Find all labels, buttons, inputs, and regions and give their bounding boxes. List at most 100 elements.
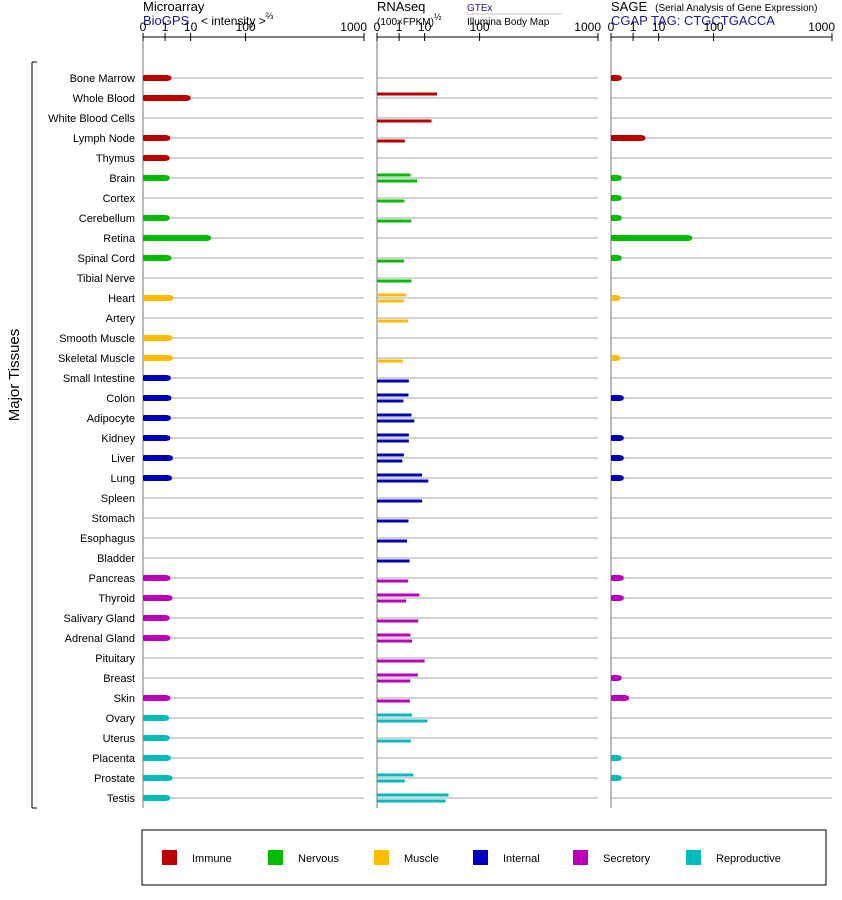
bar-rnaseq-salivary-gland (377, 619, 419, 623)
bar-cap-microarray-whole-blood (185, 95, 191, 101)
legend-item-secretory: Secretory (573, 850, 651, 865)
tissue-label-uterus[interactable]: Uterus (103, 733, 136, 745)
bar-cap-microarray-adrenal-gland (165, 635, 171, 641)
tissue-label-skin[interactable]: Skin (114, 693, 135, 705)
tissue-label-skeletal-muscle[interactable]: Skeletal Muscle (58, 353, 135, 365)
tissue-label-testis[interactable]: Testis (107, 793, 136, 805)
tissue-label-colon[interactable]: Colon (106, 393, 135, 405)
bar-cap-sage-retina (687, 235, 693, 241)
legend-label: Immune (192, 853, 232, 865)
tissue-label-small-intestine[interactable]: Small Intestine (63, 373, 135, 385)
gtex-label[interactable]: GTEx (467, 3, 493, 14)
bar-rnaseq-heart (377, 299, 404, 303)
rnaseq-tick-label: 1 (396, 20, 403, 34)
tissue-label-stomach[interactable]: Stomach (92, 513, 135, 525)
tissue-label-bone-marrow[interactable]: Bone Marrow (70, 73, 135, 85)
tissue-label-breast[interactable]: Breast (103, 673, 135, 685)
bar-sage-retina (611, 235, 690, 241)
bar-microarray-thyroid (143, 595, 170, 601)
bar-sage-lymph-node (611, 135, 643, 141)
bar-microarray-pancreas (143, 575, 168, 581)
bar-rnaseq-pancreas (377, 579, 409, 583)
bar-microarray-skin (143, 695, 168, 701)
tissue-label-brain[interactable]: Brain (109, 173, 135, 185)
tissue-label-pituitary[interactable]: Pituitary (95, 653, 135, 665)
bar-cap-microarray-thymus (164, 155, 170, 161)
tissue-label-thymus[interactable]: Thymus (96, 153, 136, 165)
tissue-label-placenta[interactable]: Placenta (92, 753, 136, 765)
bar-cap-microarray-heart (168, 295, 174, 301)
tissue-label-cerebellum[interactable]: Cerebellum (79, 213, 135, 225)
bar-cap-microarray-small-intestine (165, 375, 171, 381)
bar-cap-microarray-thyroid (167, 595, 173, 601)
bar-rnaseq-adipocyte (377, 419, 415, 423)
tissue-label-whole-blood[interactable]: Whole Blood (73, 93, 135, 105)
bar-cap-sage-breast (616, 675, 622, 681)
microarray-tick-label: 0 (140, 20, 147, 34)
tissue-label-spinal-cord[interactable]: Spinal Cord (78, 253, 135, 265)
rnaseq-tick-label: 1000 (574, 20, 601, 34)
tissue-label-lymph-node[interactable]: Lymph Node (73, 133, 135, 145)
tissue-label-lung[interactable]: Lung (111, 473, 135, 485)
bar-microarray-uterus (143, 735, 168, 741)
bar-rnaseq-lung (377, 479, 429, 483)
bar-rnaseq-liver (377, 453, 404, 457)
microarray-panel: 0 1 10 100 1000 (140, 20, 367, 808)
bar-sage-pancreas (611, 575, 622, 581)
bar-sage-lung (611, 475, 622, 481)
tissue-label-esophagus[interactable]: Esophagus (80, 533, 136, 545)
tissue-label-heart[interactable]: Heart (108, 293, 135, 305)
bar-cap-microarray-liver (167, 455, 173, 461)
bar-rnaseq-skeletal-muscle (377, 359, 403, 363)
tissue-label-tibial-nerve[interactable]: Tibial Nerve (77, 273, 135, 285)
bar-cap-sage-pancreas (618, 575, 624, 581)
tissue-label-adrenal-gland[interactable]: Adrenal Gland (65, 633, 135, 645)
tissue-label-ovary[interactable]: Ovary (106, 713, 136, 725)
legend-swatch (573, 850, 588, 865)
bar-rnaseq-small-intestine (377, 379, 409, 383)
tissue-label-bladder[interactable]: Bladder (97, 553, 135, 565)
bar-rnaseq-bladder (377, 559, 410, 563)
bar-microarray-salivary-gland (143, 615, 168, 621)
sage-subtitle: CGAP TAG: CTGCTGACCA (611, 13, 775, 28)
sage-title: SAGE (Serial Analysis of Gene Expression) (611, 0, 817, 14)
tissue-label-salivary-gland[interactable]: Salivary Gland (63, 613, 135, 625)
bar-cap-microarray-prostate (167, 775, 173, 781)
bar-rnaseq-ovary (377, 713, 413, 717)
tissue-label-retina[interactable]: Retina (103, 233, 136, 245)
major-tissues-label: Major Tissues (6, 329, 23, 422)
legend-item-reproductive: Reproductive (686, 850, 781, 865)
bar-microarray-lung (143, 475, 170, 481)
tissue-label-artery[interactable]: Artery (106, 313, 136, 325)
bar-cap-sage-skeletal-muscle (615, 355, 621, 361)
tissue-label-pancreas[interactable]: Pancreas (89, 573, 136, 585)
tissue-label-white-blood-cells[interactable]: White Blood Cells (48, 113, 135, 125)
bar-cap-sage-cortex (616, 195, 622, 201)
bar-rnaseq-adipocyte (377, 413, 412, 417)
bar-cap-sage-lymph-node (640, 135, 646, 141)
bar-rnaseq-thyroid (377, 599, 407, 603)
bar-cap-sage-kidney (618, 435, 624, 441)
bar-microarray-whole-blood (143, 95, 189, 101)
tissue-label-prostate[interactable]: Prostate (94, 773, 135, 785)
bar-cap-microarray-lung (166, 475, 172, 481)
sage-tick-label: 0 (608, 20, 615, 34)
bar-cap-sage-brain (616, 175, 622, 181)
tissue-label-smooth-muscle[interactable]: Smooth Muscle (59, 333, 135, 345)
tissue-label-kidney[interactable]: Kidney (101, 433, 135, 445)
bar-rnaseq-colon (377, 393, 409, 397)
bar-rnaseq-kidney (377, 433, 409, 437)
tissue-label-spleen[interactable]: Spleen (101, 493, 135, 505)
bar-cap-microarray-lymph-node (165, 135, 171, 141)
tissue-label-liver[interactable]: Liver (111, 453, 135, 465)
bar-microarray-retina (143, 235, 209, 241)
tissue-label-thyroid[interactable]: Thyroid (98, 593, 135, 605)
bar-rnaseq-breast (377, 679, 411, 683)
tissue-label-adipocyte[interactable]: Adipocyte (87, 413, 135, 425)
legend-item-nervous: Nervous (268, 850, 339, 865)
bar-rnaseq-prostate (377, 779, 405, 783)
bar-cap-sage-skin (623, 695, 630, 701)
microarray-subtitle: BioGPS (143, 13, 190, 28)
tissue-label-cortex[interactable]: Cortex (103, 193, 136, 205)
bar-cap-microarray-brain (164, 175, 170, 181)
